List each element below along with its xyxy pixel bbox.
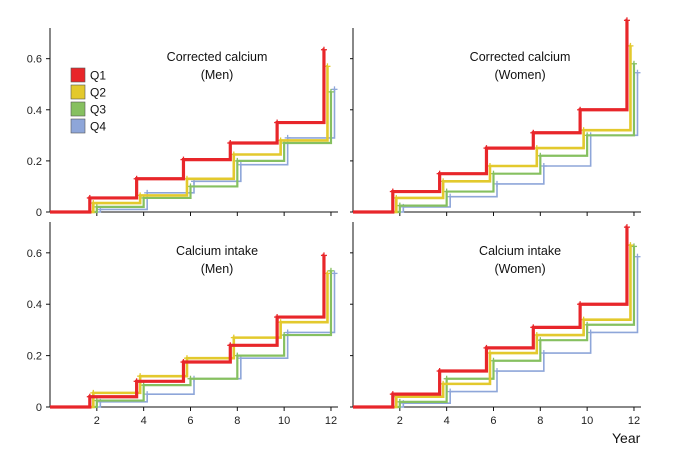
series-line-q3 bbox=[50, 90, 333, 214]
series-line-q3 bbox=[353, 62, 636, 214]
x-axis-title: Year bbox=[612, 430, 641, 446]
legend-swatch-q4 bbox=[70, 118, 86, 134]
panel-title-line1: Calcium intake bbox=[176, 244, 258, 258]
y-tick-label: 0.6 bbox=[27, 54, 42, 66]
x-tick-label: 4 bbox=[444, 415, 450, 427]
series-line-q4 bbox=[353, 255, 639, 408]
y-tick-label: 0.6 bbox=[27, 248, 42, 260]
panel-title-line2: (Men) bbox=[201, 68, 234, 82]
panel-title-line1: Corrected calcium bbox=[470, 50, 571, 64]
series-line-q4 bbox=[50, 272, 336, 408]
panel-4: 2 4 6 8 10 12 Calcium intake (Women) bbox=[350, 222, 641, 427]
y-tick-label: 0 bbox=[36, 402, 42, 414]
y-tick-label: 0 bbox=[36, 207, 42, 219]
x-tick-label: 12 bbox=[325, 415, 337, 427]
panel-title-line1: Calcium intake bbox=[479, 244, 561, 258]
y-tick-label: 0.2 bbox=[27, 351, 42, 363]
panel-1: 0 0.2 0.4 0.6 Corrected calcium (Men) bbox=[27, 28, 338, 219]
x-tick-label: 10 bbox=[581, 415, 593, 427]
series-line-q2 bbox=[353, 44, 632, 214]
x-tick-label: 8 bbox=[234, 415, 240, 427]
series-line-q1 bbox=[50, 253, 326, 409]
series-line-q1 bbox=[353, 18, 629, 214]
legend-swatch-q2 bbox=[70, 84, 86, 100]
series-line-q1 bbox=[50, 48, 326, 214]
panel-2: Corrected calcium (Women) bbox=[350, 17, 641, 216]
series-line-q2 bbox=[353, 243, 632, 409]
x-tick-label: 2 bbox=[397, 415, 403, 427]
x-tick-label: 2 bbox=[94, 415, 100, 427]
legend-label-q1: Q1 bbox=[90, 69, 106, 83]
x-tick-label: 4 bbox=[141, 415, 147, 427]
panel-title-line2: (Women) bbox=[494, 262, 545, 276]
x-tick-label: 10 bbox=[278, 415, 290, 427]
legend-swatch-q1 bbox=[70, 67, 86, 83]
series-line-q2 bbox=[50, 272, 329, 409]
legend-label-q4: Q4 bbox=[90, 120, 106, 134]
legend-label-q2: Q2 bbox=[90, 86, 106, 100]
series-line-q1 bbox=[353, 225, 629, 409]
x-tick-label: 8 bbox=[537, 415, 543, 427]
y-tick-label: 0.4 bbox=[27, 105, 42, 117]
x-tick-label: 6 bbox=[187, 415, 193, 427]
panel-3: 0 0.2 0.4 0.6 2 4 6 8 10 12 Calcium intake (Men) bbox=[27, 222, 338, 427]
legend-label-q3: Q3 bbox=[90, 103, 106, 117]
legend: Q1 Q2 Q3 Q4 bbox=[70, 67, 106, 134]
x-tick-label: 6 bbox=[490, 415, 496, 427]
series-line-q3 bbox=[353, 245, 636, 409]
panel-title-line1: Corrected calcium bbox=[167, 50, 268, 64]
series-line-q3 bbox=[50, 269, 333, 409]
panel-title-line2: (Women) bbox=[494, 68, 545, 82]
x-tick-label: 12 bbox=[628, 415, 640, 427]
legend-swatch-q3 bbox=[70, 101, 86, 117]
series-line-q2 bbox=[50, 65, 329, 214]
panel-title-line2: (Men) bbox=[201, 262, 234, 276]
y-tick-label: 0.4 bbox=[27, 299, 42, 311]
y-tick-label: 0.2 bbox=[27, 156, 42, 168]
